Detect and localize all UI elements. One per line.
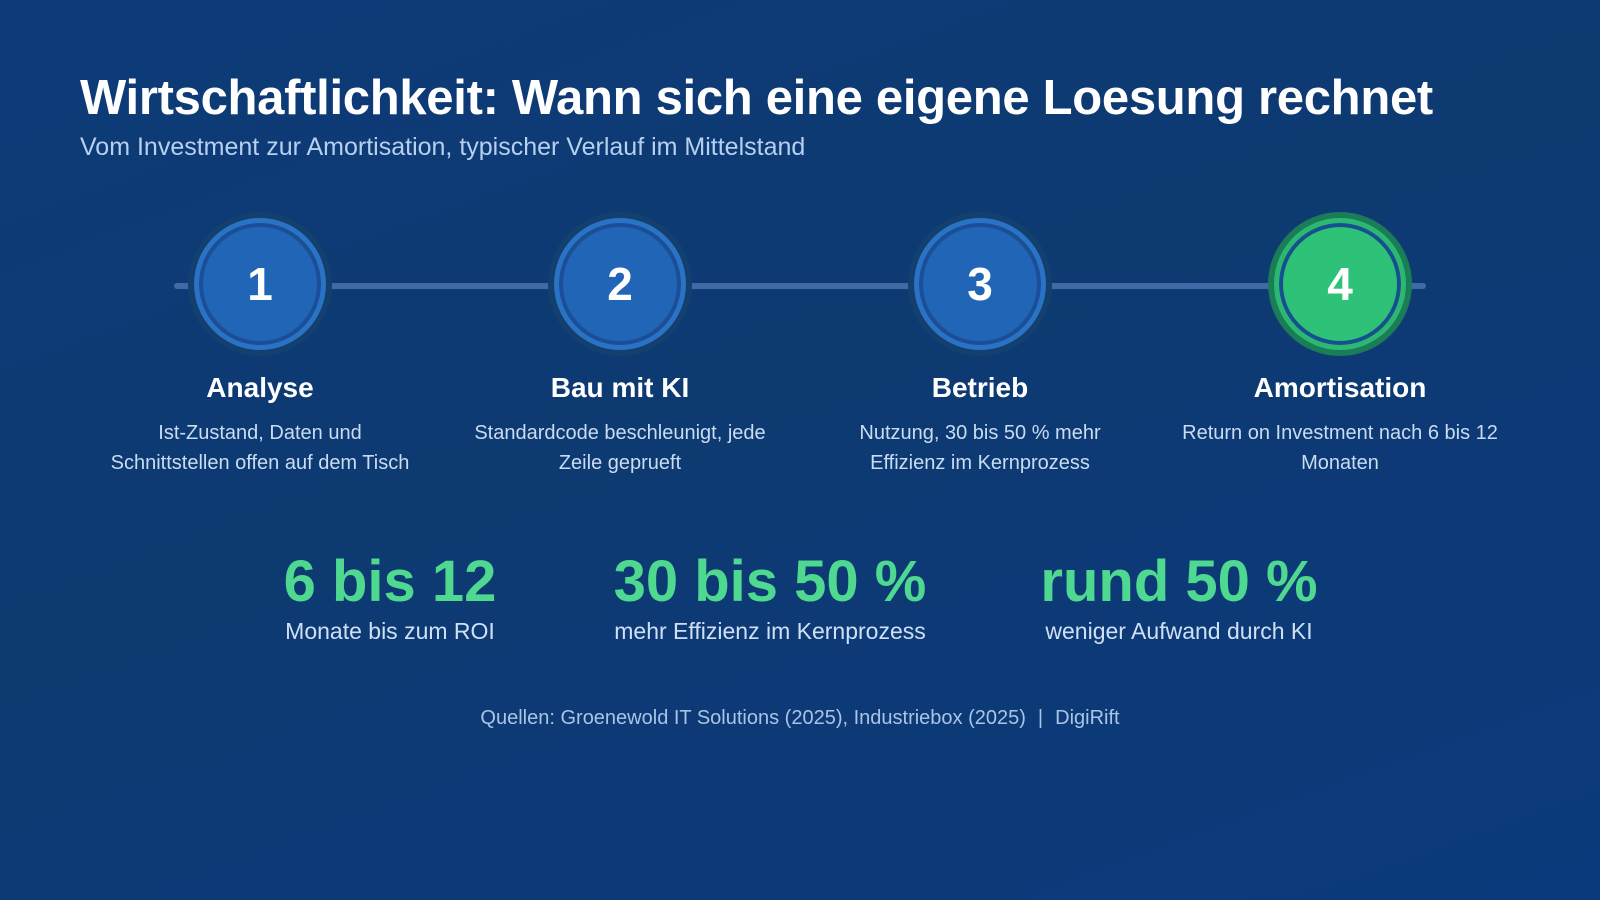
- step-amortisation: 4 Amortisation Return on Investment nach…: [1170, 218, 1510, 478]
- step-title: Betrieb: [931, 372, 1029, 403]
- step-description: Nutzung, 30 bis 50 % mehr Effizienz im K…: [859, 422, 1101, 474]
- step-number-badge: 2: [554, 218, 686, 350]
- stat-effort-reduction: rund 50 % weniger Aufwand durch KI: [1034, 550, 1324, 645]
- key-figures: 6 bis 12 Monate bis zum ROI 30 bis 50 % …: [0, 550, 1600, 660]
- step-title: Bau mit KI: [550, 372, 690, 403]
- step-number-badge: 1: [194, 218, 326, 350]
- page-title: Wirtschaftlichkeit: Wann sich eine eigen…: [80, 71, 1433, 125]
- step-description: Ist-Zustand, Daten und Schnittstellen of…: [110, 422, 410, 474]
- stat-label: Monate bis zum ROI: [285, 618, 495, 644]
- sources-text: Quellen: Groenewold IT Solutions (2025),…: [480, 707, 1026, 729]
- stat-value: 30 bis 50 %: [613, 549, 927, 614]
- stat-roi-months: 6 bis 12 Monate bis zum ROI: [280, 550, 500, 645]
- stat-efficiency: 30 bis 50 % mehr Effizienz im Kernprozes…: [600, 550, 940, 645]
- step-description: Standardcode beschleunigt, jede Zeile ge…: [474, 422, 766, 474]
- step-analyse: 1 Analyse Ist-Zustand, Daten und Schnitt…: [90, 218, 430, 478]
- step-title: Analyse: [206, 372, 314, 403]
- brand-name: DigiRift: [1055, 707, 1120, 729]
- stat-value: rund 50 %: [1040, 549, 1318, 614]
- stat-label: weniger Aufwand durch KI: [1045, 618, 1313, 644]
- step-number-badge: 3: [914, 218, 1046, 350]
- stat-value: 6 bis 12: [283, 549, 497, 614]
- step-number-badge: 4: [1274, 218, 1406, 350]
- timeline-connector-line: [174, 283, 1426, 289]
- step-title: Amortisation: [1253, 372, 1427, 403]
- process-timeline: 1 Analyse Ist-Zustand, Daten und Schnitt…: [90, 218, 1510, 478]
- step-betrieb: 3 Betrieb Nutzung, 30 bis 50 % mehr Effi…: [810, 218, 1150, 478]
- footer-separator: |: [1037, 707, 1044, 729]
- stat-label: mehr Effizienz im Kernprozess: [614, 618, 926, 644]
- footer-sources: Quellen: Groenewold IT Solutions (2025),…: [0, 707, 1600, 730]
- page-subtitle: Vom Investment zur Amortisation, typisch…: [80, 133, 806, 161]
- step-description: Return on Investment nach 6 bis 12 Monat…: [1182, 422, 1498, 474]
- step-bau-mit-ki: 2 Bau mit KI Standardcode beschleunigt, …: [450, 218, 790, 478]
